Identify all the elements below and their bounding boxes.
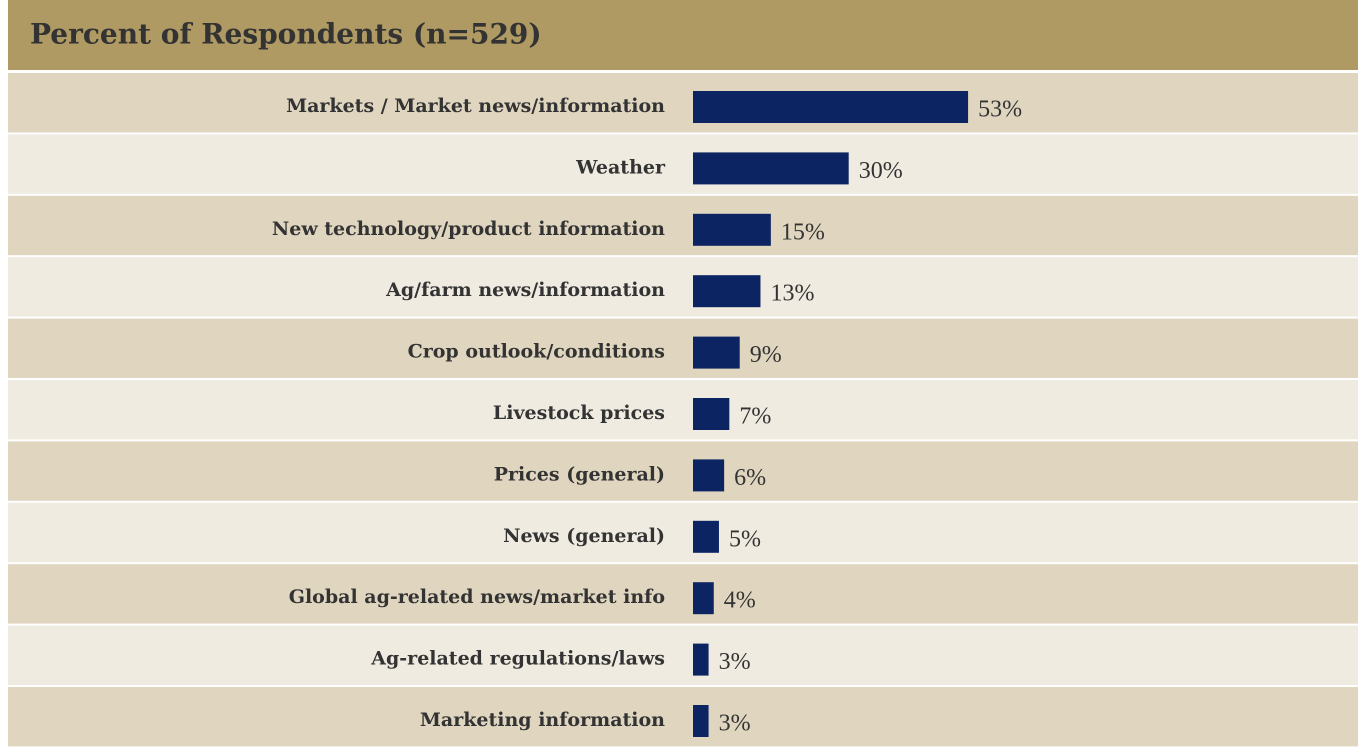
category-label: Weather [575, 156, 666, 178]
row-band [8, 564, 1358, 624]
row-band [8, 441, 1358, 501]
row-band [8, 73, 1358, 133]
row-band [8, 195, 1358, 256]
category-label: Crop outlook/conditions [408, 341, 665, 363]
category-label: Prices (general) [494, 463, 665, 485]
bar [693, 213, 771, 246]
value-label: 53% [978, 97, 1022, 123]
row-band [8, 380, 1358, 440]
value-label: 3% [719, 649, 751, 675]
value-label: 6% [734, 465, 766, 491]
value-label: 4% [724, 588, 756, 614]
header-band [8, 0, 1358, 70]
bar [693, 459, 725, 492]
value-label: 13% [770, 281, 814, 307]
category-label: Markets / Market news/information [286, 95, 665, 117]
bar [693, 520, 719, 553]
category-label: New technology/product information [272, 218, 665, 240]
category-label: Livestock prices [493, 402, 665, 424]
bar [693, 336, 740, 369]
row-band [8, 318, 1358, 378]
bar [693, 643, 709, 676]
row-band [8, 502, 1358, 563]
category-label: Ag/farm news/information [385, 279, 665, 301]
bar [693, 582, 714, 615]
bar [693, 705, 709, 737]
bar [693, 91, 969, 123]
category-label: Global ag-related news/market info [289, 586, 665, 608]
category-label: Marketing information [420, 709, 665, 731]
row-band [8, 625, 1358, 685]
bar [693, 275, 761, 308]
row-band [8, 257, 1358, 317]
category-label: Ag-related regulations/laws [370, 648, 665, 670]
row-band [8, 134, 1358, 194]
value-label: 9% [750, 342, 782, 368]
value-label: 30% [859, 158, 903, 184]
bar [693, 152, 849, 185]
value-label: 15% [781, 219, 825, 245]
row-band [8, 687, 1358, 747]
value-label: 5% [729, 526, 761, 552]
bar [693, 398, 730, 430]
chart-title: Percent of Respondents (n=529) [30, 18, 542, 51]
value-label: 7% [739, 404, 771, 430]
value-label: 3% [719, 711, 751, 737]
category-label: News (general) [503, 525, 665, 547]
